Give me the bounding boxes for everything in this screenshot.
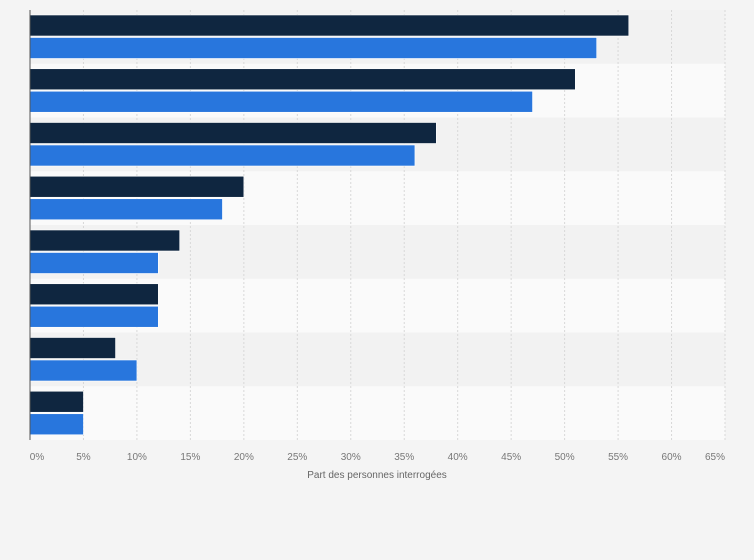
bar-series-2[interactable] — [29, 198, 223, 221]
x-tick-label: 55% — [608, 452, 628, 463]
x-tick-label: 0% — [30, 452, 45, 463]
x-tick-label: 65% — [705, 452, 725, 463]
x-tick-labels: 0% 5% 10% 15% 20% 25% 30% 35% 40% 45% 50% 55% 60% 65% — [30, 452, 725, 463]
x-tick-label: 20% — [234, 452, 254, 463]
x-tick-label: 15% — [180, 452, 200, 463]
bar-series-2[interactable] — [29, 144, 416, 167]
x-tick-label: 5% — [76, 452, 91, 463]
x-tick-label: 35% — [394, 452, 414, 463]
x-tick-label: 25% — [287, 452, 307, 463]
bar-series-2[interactable] — [29, 37, 597, 59]
x-tick-label: 60% — [662, 452, 682, 463]
x-tick-label: 40% — [448, 452, 468, 463]
bar-series-2[interactable] — [29, 359, 138, 382]
bar-series-2[interactable] — [29, 413, 84, 436]
bar-series-2[interactable] — [29, 305, 159, 328]
bars — [29, 14, 630, 436]
row-band — [30, 332, 725, 387]
bar-series-1[interactable] — [29, 68, 576, 91]
x-tick-label: 10% — [127, 452, 147, 463]
x-axis-label: Part des personnes interrogées — [307, 470, 447, 481]
bar-series-1[interactable] — [29, 175, 245, 198]
bar-series-1[interactable] — [29, 283, 159, 306]
row-bands — [30, 10, 725, 440]
x-tick-label: 45% — [501, 452, 521, 463]
row-band — [30, 386, 725, 440]
x-tick-label: 50% — [555, 452, 575, 463]
bar-series-2[interactable] — [29, 252, 159, 274]
bar-series-2[interactable] — [29, 90, 533, 113]
bar-series-1[interactable] — [29, 122, 437, 144]
bar-series-1[interactable] — [29, 14, 630, 37]
bar-series-1[interactable] — [29, 390, 84, 413]
x-tick-label: 30% — [341, 452, 361, 463]
bar-series-1[interactable] — [29, 229, 180, 252]
bar-series-1[interactable] — [29, 337, 116, 359]
